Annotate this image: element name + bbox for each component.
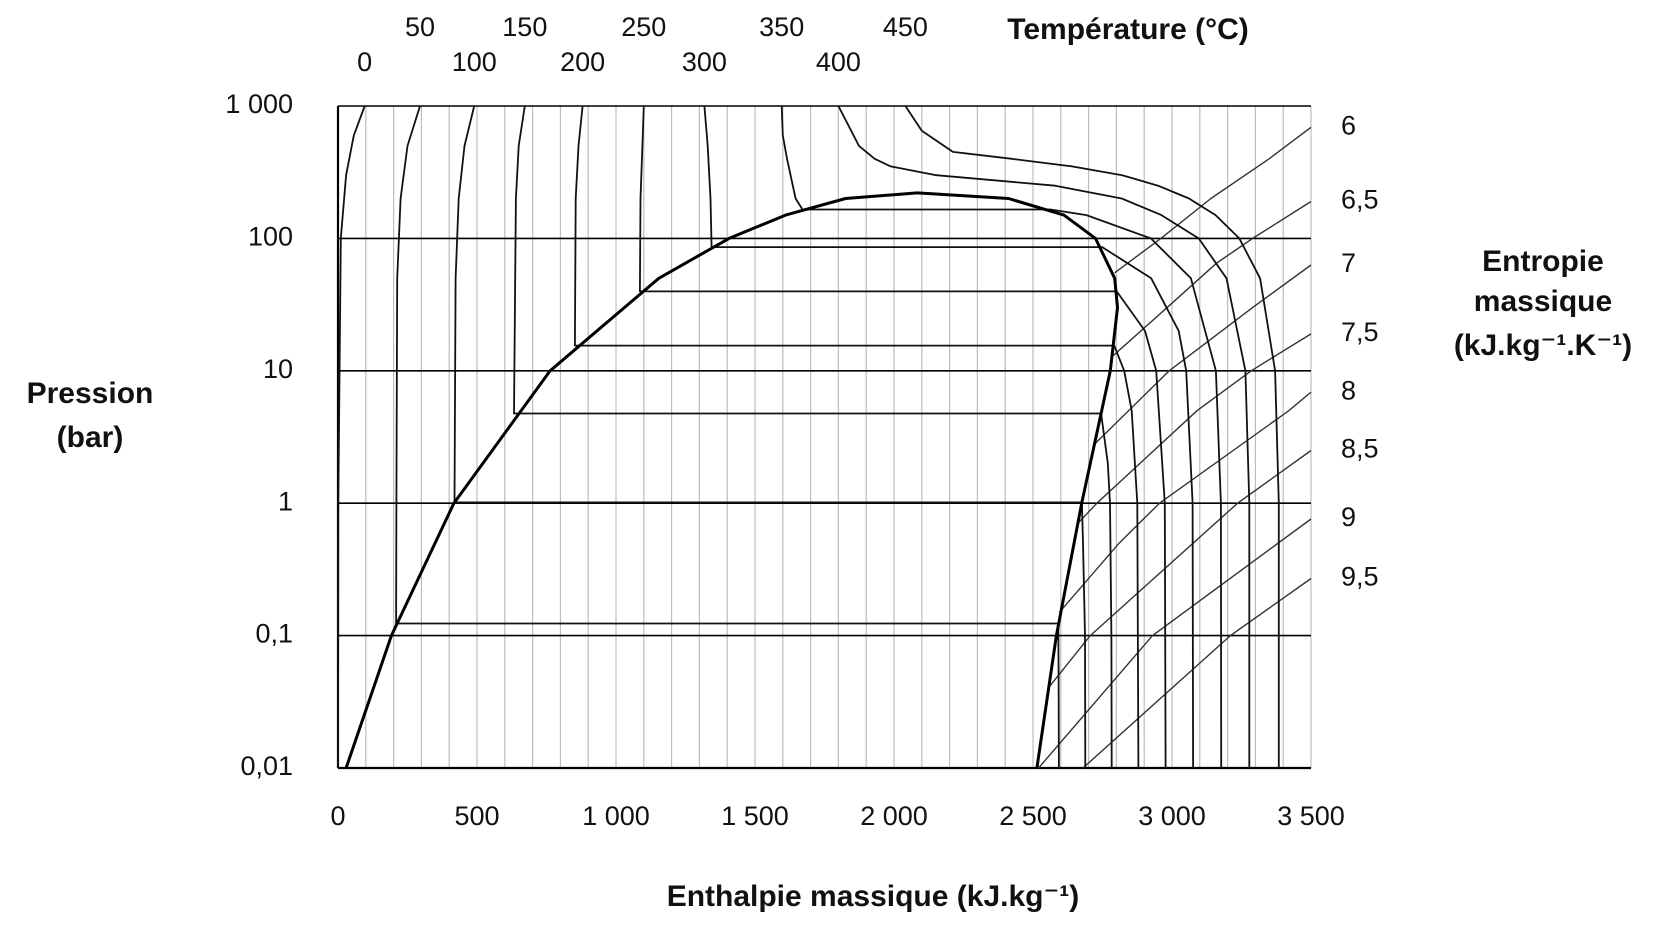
x-tick-label: 3 500 bbox=[1277, 801, 1345, 831]
x-tick-label: 500 bbox=[454, 801, 499, 831]
x-tick-label: 1 000 bbox=[582, 801, 650, 831]
x-tick-label: 2 500 bbox=[999, 801, 1067, 831]
x-tick-label: 0 bbox=[330, 801, 345, 831]
isentrope-label: 9 bbox=[1341, 502, 1356, 532]
x-tick-label: 1 500 bbox=[721, 801, 789, 831]
isentrope-label: 8 bbox=[1341, 375, 1356, 405]
isotherm-label: 250 bbox=[621, 12, 666, 42]
isentrope-label: 7,5 bbox=[1341, 317, 1379, 347]
isotherm-line bbox=[837, 105, 1251, 768]
isentrope-line bbox=[1082, 577, 1312, 769]
isotherm-label: 200 bbox=[560, 47, 605, 77]
x-tick-label: 2 000 bbox=[860, 801, 928, 831]
y-tick-label: 1 000 bbox=[225, 89, 293, 119]
isotherm-line bbox=[513, 105, 1113, 769]
isotherm-line bbox=[453, 105, 1087, 769]
isentrope-label: 7 bbox=[1341, 248, 1356, 278]
x-axis-title: Enthalpie massique (kJ.kg⁻¹) bbox=[667, 880, 1080, 913]
isotherm-line bbox=[337, 105, 366, 769]
isentrope-label: 8,5 bbox=[1341, 434, 1379, 464]
entropy-title: (kJ.kg⁻¹.K⁻¹) bbox=[1454, 329, 1632, 362]
isotherm-label: 450 bbox=[883, 12, 928, 42]
isentrope-label: 6 bbox=[1341, 110, 1356, 140]
isentrope-label: 6,5 bbox=[1341, 185, 1379, 215]
isotherm-label: 150 bbox=[502, 12, 547, 42]
isotherm-label: 0 bbox=[357, 47, 372, 77]
saturation-curve bbox=[344, 191, 1119, 769]
y-axis-title: (bar) bbox=[57, 421, 124, 454]
isotherm-label: 400 bbox=[816, 47, 861, 77]
isentrope-line bbox=[1112, 200, 1312, 357]
isotherm-line bbox=[574, 105, 1140, 769]
isotherm-label: 50 bbox=[405, 12, 435, 42]
isentrope-line bbox=[1076, 333, 1312, 525]
isotherm-label: 300 bbox=[682, 47, 727, 77]
y-axis-title: Pression bbox=[27, 377, 154, 410]
y-tick-label: 0,01 bbox=[240, 751, 293, 781]
isentrope-line bbox=[1047, 449, 1312, 689]
isotherm-label: 100 bbox=[452, 47, 497, 77]
y-tick-label: 0,1 bbox=[255, 619, 293, 649]
isentrope-line bbox=[1114, 126, 1312, 274]
temperature-title: Température (°C) bbox=[1007, 13, 1248, 46]
isotherm-line bbox=[703, 105, 1194, 769]
entropy-title: massique bbox=[1474, 285, 1612, 318]
isotherm-line bbox=[395, 105, 1060, 769]
entropy-title: Entropie bbox=[1482, 245, 1604, 278]
isotherm-label: 350 bbox=[759, 12, 804, 42]
isentrope-line bbox=[1038, 518, 1312, 769]
isotherm-line bbox=[639, 105, 1167, 769]
isentrope-line bbox=[1058, 391, 1312, 613]
isotherm-line bbox=[780, 105, 1223, 769]
x-tick-label: 3 000 bbox=[1138, 801, 1206, 831]
y-tick-label: 1 bbox=[278, 486, 293, 516]
y-tick-label: 100 bbox=[248, 222, 293, 252]
isentrope-label: 9,5 bbox=[1341, 562, 1379, 592]
isotherm-line bbox=[904, 105, 1280, 768]
y-tick-label: 10 bbox=[263, 354, 293, 384]
